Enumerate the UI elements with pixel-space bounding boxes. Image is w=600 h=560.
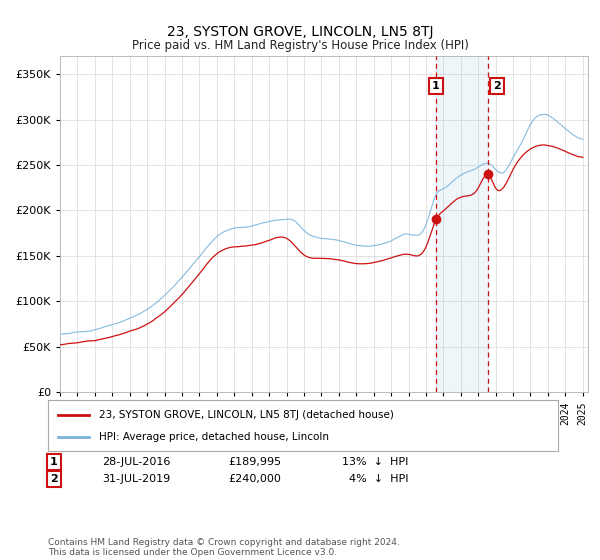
Bar [436,56,488,392]
Text: 31-JUL-2019: 31-JUL-2019 [102,474,170,484]
Text: HPI: Average price, detached house, Lincoln: HPI: Average price, detached house, Linc… [99,432,329,442]
Text: 4%  ↓  HPI: 4% ↓ HPI [342,474,409,484]
Text: Contains HM Land Registry data © Crown copyright and database right 2024.
This d: Contains HM Land Registry data © Crown c… [48,538,400,557]
Text: 1: 1 [50,457,58,467]
Text: 23, SYSTON GROVE, LINCOLN, LN5 8TJ: 23, SYSTON GROVE, LINCOLN, LN5 8TJ [167,25,433,39]
Text: £189,995: £189,995 [228,457,281,467]
Text: 28-JUL-2016: 28-JUL-2016 [102,457,170,467]
Text: £240,000: £240,000 [228,474,281,484]
Text: Price paid vs. HM Land Registry's House Price Index (HPI): Price paid vs. HM Land Registry's House … [131,39,469,52]
Text: 1: 1 [432,81,440,91]
Text: 23, SYSTON GROVE, LINCOLN, LN5 8TJ (detached house): 23, SYSTON GROVE, LINCOLN, LN5 8TJ (deta… [99,409,394,419]
Text: 2: 2 [493,81,501,91]
Text: 13%  ↓  HPI: 13% ↓ HPI [342,457,409,467]
Text: 2: 2 [50,474,58,484]
